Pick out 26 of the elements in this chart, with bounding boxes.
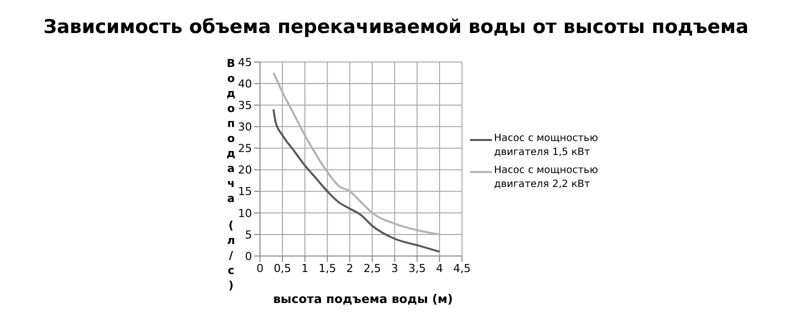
y-tick-label: 25: [238, 142, 252, 156]
x-tick-label: 4,5: [453, 262, 471, 275]
x-tick-label: 1,5: [318, 262, 336, 275]
y-tick-label: 35: [238, 99, 252, 112]
x-tick-label: 0,5: [274, 262, 292, 275]
legend-label: Насос с мощностью двигателя 2,2 кВт: [494, 164, 599, 192]
y-tick-label: 0: [245, 250, 252, 263]
y-tick-label: 15: [238, 185, 252, 198]
x-tick-label: 2,5: [363, 262, 381, 275]
x-axis-title: высота подъема воды (м): [272, 292, 454, 306]
y-tick-label: 20: [238, 164, 252, 177]
x-tick-label: 3: [391, 262, 398, 275]
x-tick-label: 0: [256, 262, 264, 275]
line-series: [272, 108, 441, 253]
text: Водоподача (л/с): [226, 57, 236, 292]
legend-label: Насос с мощностью двигателя 1,5 кВт: [494, 132, 599, 160]
y-tick-label: 40: [238, 77, 252, 90]
y-tick-label: 10: [238, 206, 252, 220]
y-tick-label: 45: [238, 56, 252, 69]
x-tick-label: 1: [301, 262, 308, 275]
chart-title: Зависимость объема перекачиваемой воды от высоты подъема: [42, 16, 750, 38]
x-tick-label: 3,5: [408, 262, 426, 275]
y-tick-label: 30: [238, 120, 252, 134]
y-tick-label: 5: [245, 228, 252, 242]
x-tick-label: 4: [436, 262, 444, 275]
x-tick-label: 2: [346, 262, 354, 275]
